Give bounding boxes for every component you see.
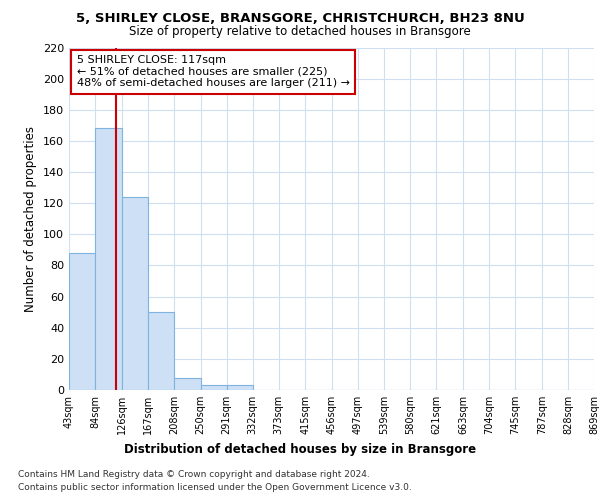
Text: 5, SHIRLEY CLOSE, BRANSGORE, CHRISTCHURCH, BH23 8NU: 5, SHIRLEY CLOSE, BRANSGORE, CHRISTCHURC…: [76, 12, 524, 26]
Bar: [148, 312, 174, 390]
Bar: [95, 128, 122, 390]
Y-axis label: Number of detached properties: Number of detached properties: [25, 126, 37, 312]
Text: Distribution of detached houses by size in Bransgore: Distribution of detached houses by size …: [124, 442, 476, 456]
Bar: [227, 386, 253, 390]
Bar: [122, 197, 148, 390]
Bar: [174, 378, 200, 390]
Text: Contains public sector information licensed under the Open Government Licence v3: Contains public sector information licen…: [18, 482, 412, 492]
Bar: [200, 386, 227, 390]
Bar: [69, 253, 95, 390]
Text: Size of property relative to detached houses in Bransgore: Size of property relative to detached ho…: [129, 25, 471, 38]
Text: 5 SHIRLEY CLOSE: 117sqm
← 51% of detached houses are smaller (225)
48% of semi-d: 5 SHIRLEY CLOSE: 117sqm ← 51% of detache…: [77, 56, 350, 88]
Text: Contains HM Land Registry data © Crown copyright and database right 2024.: Contains HM Land Registry data © Crown c…: [18, 470, 370, 479]
